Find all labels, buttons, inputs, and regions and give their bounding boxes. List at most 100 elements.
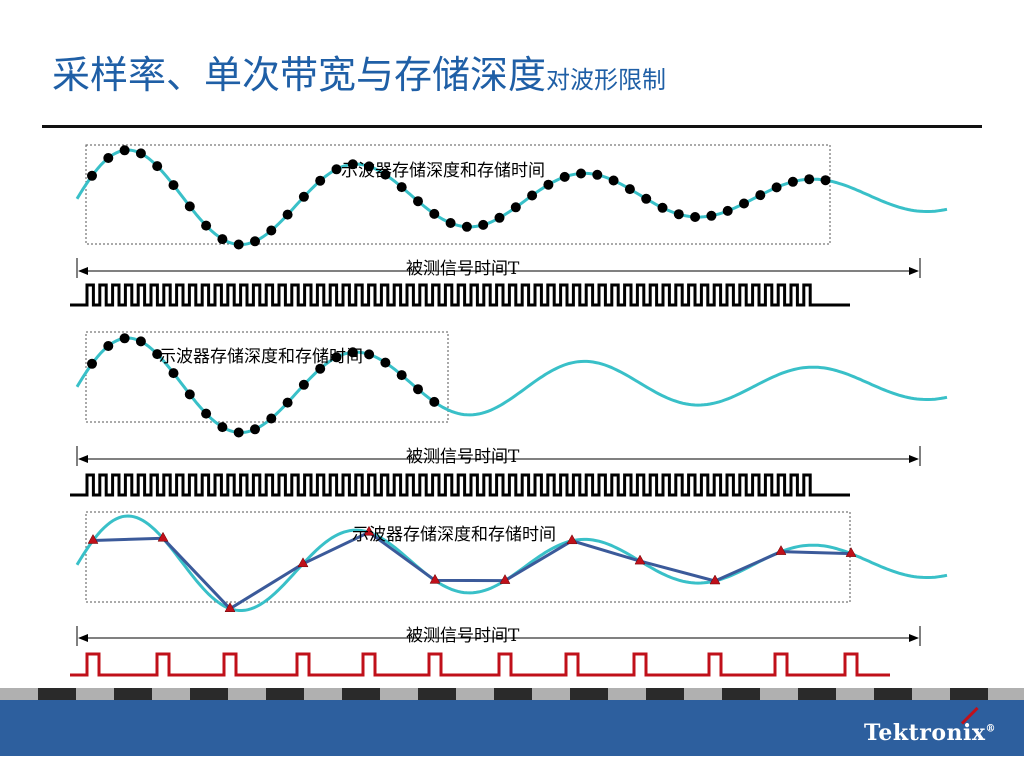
- title-divider: [42, 125, 982, 128]
- sample-triangle: [87, 533, 99, 544]
- sample-dot: [380, 357, 391, 368]
- sample-dot: [168, 180, 179, 191]
- footer-bar: Tektronix®: [0, 700, 1024, 756]
- sample-dot: [380, 169, 391, 180]
- sample-triangle: [499, 574, 511, 584]
- signal-time-label-3: 被测信号时间T: [406, 626, 520, 646]
- sample-dot: [820, 175, 831, 186]
- sample-dot: [413, 196, 423, 207]
- panel2-label: 示波器存储深度和存储时间: [159, 347, 363, 367]
- sample-dot: [559, 171, 570, 182]
- sample-clock-1: [70, 283, 850, 307]
- sample-dot: [429, 396, 440, 407]
- sample-dot: [690, 212, 701, 222]
- sample-dot: [331, 164, 342, 175]
- sample-dot: [624, 184, 635, 195]
- slide-title-sub: 对波形限制: [546, 66, 667, 94]
- sample-dot: [103, 153, 114, 163]
- sample-triangle: [224, 602, 236, 612]
- sample-dot: [152, 161, 163, 172]
- sample-dot: [233, 427, 244, 438]
- signal-time-arrow-2: [76, 446, 921, 466]
- signal-time-arrow-3: [76, 626, 921, 646]
- sample-dot: [396, 370, 407, 381]
- sample-dot: [722, 205, 733, 216]
- sample-dot: [152, 349, 163, 360]
- sample-dot: [266, 225, 277, 236]
- sample-dot: [87, 170, 97, 181]
- slide-title-main: 采样率、单次带宽与存储深度: [52, 53, 547, 97]
- sample-dot: [103, 341, 114, 351]
- brand-name: Tektronix: [864, 720, 986, 746]
- panel3-frame: [85, 511, 851, 603]
- panel1-label: 示波器存储深度和存储时间: [341, 161, 545, 181]
- sample-clock-3: [70, 652, 890, 677]
- sample-dot: [527, 190, 538, 201]
- sample-triangle: [634, 554, 646, 565]
- panel1-frame: [85, 144, 831, 245]
- sample-dot: [608, 175, 619, 186]
- sample-dot: [804, 174, 815, 185]
- sample-dot: [250, 424, 260, 435]
- sample-dot: [739, 198, 749, 209]
- sample-triangle: [709, 574, 721, 585]
- tektronix-logo: Tektronix®: [864, 720, 996, 746]
- sample-dot: [184, 389, 195, 400]
- sample-dot: [315, 175, 326, 186]
- sample-dot: [266, 413, 277, 424]
- sample-dot: [461, 221, 472, 232]
- sample-triangle: [775, 545, 787, 555]
- sample-dot: [201, 220, 212, 231]
- waveform-diagram: [70, 144, 948, 677]
- sample-dot: [543, 179, 554, 190]
- sample-dot: [282, 397, 293, 408]
- sample-dot: [217, 234, 228, 245]
- sample-dot: [217, 422, 228, 433]
- signal-time-label-2: 被测信号时间T: [406, 447, 520, 467]
- sample-triangle: [566, 534, 578, 545]
- sample-dot: [87, 358, 97, 369]
- signal-time-label-1: 被测信号时间T: [406, 259, 520, 279]
- sample-dot: [657, 202, 668, 213]
- sample-dot: [315, 363, 326, 374]
- sample-dot: [135, 336, 146, 347]
- sample-dot: [494, 212, 505, 223]
- sample-dot: [429, 208, 440, 219]
- sample-dot: [347, 347, 358, 358]
- sample-dot: [135, 148, 146, 159]
- sample-dot: [168, 368, 179, 379]
- sample-dot: [282, 209, 293, 220]
- sample-dot: [201, 408, 212, 419]
- sample-dot: [641, 193, 652, 204]
- sample-dot: [592, 169, 603, 180]
- sample-triangle: [157, 531, 169, 542]
- sample-dot: [706, 210, 717, 221]
- sample-dot: [331, 352, 342, 363]
- sample-dot: [298, 379, 309, 390]
- sample-dot: [364, 161, 375, 172]
- sample-dot: [413, 384, 423, 395]
- registered-mark: ®: [985, 723, 996, 735]
- sample-dot: [250, 236, 260, 247]
- sample-triangle: [429, 573, 441, 584]
- sample-triangle: [845, 547, 857, 557]
- sample-dot: [119, 145, 130, 156]
- sample-dot: [478, 219, 489, 230]
- sample-dot: [673, 209, 684, 220]
- reconstructed-wave: [92, 530, 852, 611]
- sample-dot: [510, 202, 521, 213]
- sample-dot: [184, 201, 195, 212]
- signal-time-arrow-1: [76, 258, 921, 278]
- footer-stripe: [0, 688, 1024, 700]
- sample-dot: [347, 159, 358, 170]
- panel3-label: 示波器存储深度和存储时间: [352, 525, 556, 545]
- sample-dot: [787, 176, 798, 187]
- sample-triangle: [297, 557, 309, 568]
- sample-dot: [119, 333, 130, 344]
- sample-dot: [771, 182, 782, 193]
- footer: Tektronix®: [0, 688, 1024, 768]
- sample-dot: [298, 191, 309, 202]
- sample-clock-2: [70, 473, 850, 497]
- sample-dot: [364, 349, 375, 360]
- sample-triangle: [363, 525, 375, 536]
